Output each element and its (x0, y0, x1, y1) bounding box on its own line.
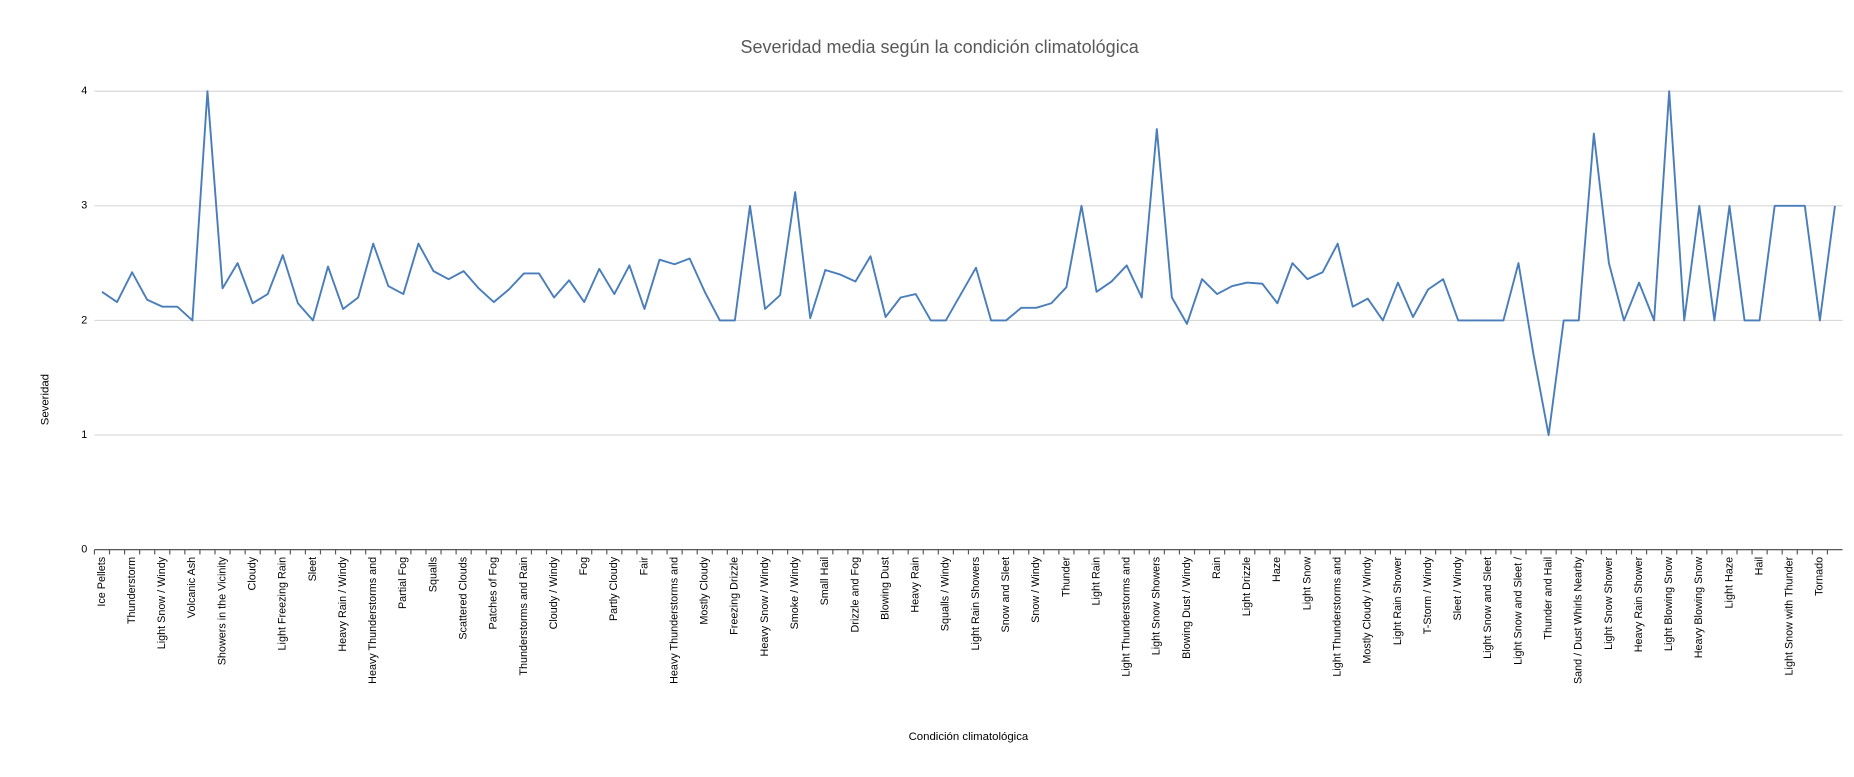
x-tick-label: Light Snow (1301, 557, 1313, 611)
x-tick-label: Sleet (307, 557, 319, 582)
x-tick-label: Light Rain (1090, 557, 1102, 606)
x-tick-label: Blowing Dust (879, 557, 891, 620)
x-tick-label: Sleet / Windy (1452, 556, 1464, 620)
y-tick-label: 2 (81, 314, 87, 326)
x-tick-label: Light Snow Shower (1603, 556, 1615, 649)
x-tick-label: Drizzle and Fog (849, 557, 861, 633)
x-tick-label: Patches of Fog (488, 557, 500, 630)
x-tick-label: Heavy Thunderstorms and (367, 557, 379, 684)
x-tick-label: Light Drizzle (1241, 557, 1253, 616)
x-tick-label: Light Snow / Windy (156, 556, 168, 649)
x-tick-label: Tornado (1814, 557, 1826, 596)
x-tick-label: Heavy Blowing Snow (1693, 557, 1705, 659)
x-tick-label: Heavy Thunderstorms and (668, 557, 680, 684)
x-tick-label: Blowing Dust / Windy (1181, 556, 1193, 659)
x-tick-label: Cloudy (247, 556, 259, 590)
y-tick-label: 1 (81, 429, 87, 441)
x-tick-label: Freezing Drizzle (729, 557, 741, 635)
x-tick-label: Thunderstorms and Rain (518, 557, 530, 676)
y-tick-label: 4 (81, 85, 87, 97)
x-tick-label: Light Blowing Snow (1663, 557, 1675, 651)
x-tick-label: Snow / Windy (1030, 556, 1042, 623)
x-tick-label: Light Haze (1723, 557, 1735, 609)
x-tick-label: Light Snow with Thunder (1784, 556, 1796, 675)
x-tick-label: Mostly Cloudy (699, 556, 711, 624)
x-tick-label: Haze (1271, 557, 1283, 582)
x-tick-label: T-Storm / Windy (1422, 556, 1434, 634)
x-tick-label: Squalls (427, 556, 439, 592)
x-tick-label: Rain (1211, 557, 1223, 579)
line-series (101, 90, 1836, 436)
x-tick-label: Smoke / Windy (789, 556, 801, 629)
x-tick-label: Sand / Dust Whirls Nearby (1573, 556, 1585, 684)
x-tick-label: Thunder (1060, 556, 1072, 597)
x-tick-label: Light Thunderstorms and (1332, 557, 1344, 677)
x-tick-label: Fair (638, 556, 650, 575)
x-tick-label: Snow and Sleet (1000, 557, 1012, 633)
x-tick-label: Squalls / Windy (940, 556, 952, 631)
x-tick-label: Light Rain Shower (1392, 556, 1404, 645)
y-axis-label: Severidad (40, 374, 52, 425)
x-tick-label: Thunderstorm (126, 557, 138, 624)
x-tick-label: Scattered Clouds (457, 556, 469, 639)
x-tick-label: Showers in the Vicinity (216, 556, 228, 665)
x-tick-label: Light Snow and Sleet (1482, 557, 1494, 659)
x-tick-label: Small Hail (819, 557, 831, 606)
x-tick-label: Heavy Rain (910, 557, 922, 613)
x-tick-label: Partly Cloudy (608, 556, 620, 621)
x-tick-label: Mostly Cloudy / Windy (1362, 556, 1374, 663)
x-axis-label: Condición climatológica (909, 731, 1029, 743)
x-tick-label: Heavy Rain / Windy (337, 556, 349, 651)
x-tick-label: Light Rain Showers (970, 556, 982, 650)
x-tick-label: Ice Pellets (96, 556, 108, 606)
x-tick-label: Heavy Snow / Windy (759, 556, 771, 656)
x-tick-label: Light Thunderstorms and (1121, 557, 1133, 677)
x-tick-label: Partial Fog (397, 557, 409, 609)
x-tick-label: Light Snow and Sleet / (1512, 557, 1524, 665)
x-tick-label: Volcanic Ash (186, 557, 198, 618)
x-tick-label: Heavy Rain Shower (1633, 556, 1645, 652)
x-tick-label: Light Snow Showers (1151, 556, 1163, 655)
chart-title: Severidad media según la condición clima… (740, 37, 1139, 57)
x-tick-label: Light Freezing Rain (277, 557, 289, 651)
y-tick-label: 0 (81, 543, 87, 555)
x-tick-label: Thunder and Hail (1542, 557, 1554, 640)
x-tick-label: Cloudy / Windy (548, 556, 560, 629)
x-tick-label: Fog (578, 557, 590, 576)
y-tick-label: 3 (81, 200, 87, 212)
x-tick-label: Hail (1753, 557, 1765, 576)
